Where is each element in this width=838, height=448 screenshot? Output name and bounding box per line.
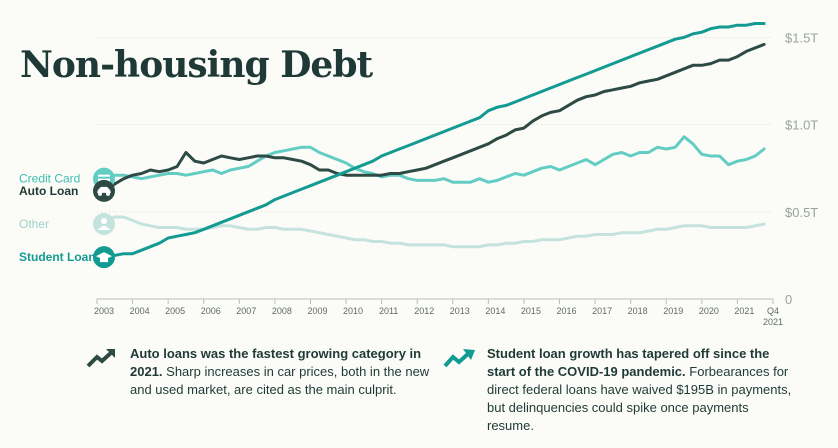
legend-item-other: Other: [19, 213, 115, 236]
y-axis-labels: 0 $0.5T $1.0T $1.5T: [785, 30, 818, 307]
series-lines: [95, 22, 766, 259]
trend-up-flat-icon: [443, 349, 475, 368]
note-auto-loans: Auto loans was the fastest growing categ…: [86, 345, 430, 399]
x-tick-label: 2005: [165, 306, 185, 316]
x-tick-label: 2014: [485, 306, 505, 316]
x-end-label-quarter: Q4: [767, 306, 779, 316]
x-axis: 2003 2004 2005 2006 2007 2008 2009 2010 2011 2012…: [94, 298, 783, 327]
series-line-auto-loan: [95, 42, 766, 193]
x-tick-label: 2004: [130, 306, 150, 316]
x-tick-label: 2016: [557, 306, 577, 316]
series-line-student-loan: [95, 22, 766, 259]
note-left-text: Sharp increases in car prices, both in t…: [130, 364, 430, 397]
person-body: [98, 226, 110, 231]
person-icon: [98, 218, 110, 231]
x-tick-label: 2009: [307, 306, 327, 316]
x-tick-label: 2011: [379, 306, 398, 316]
x-tick-label: 2018: [628, 306, 648, 316]
series-line-credit-card: [95, 135, 766, 184]
cap-base: [100, 258, 108, 263]
x-tick-label: 2008: [272, 306, 292, 316]
x-end-label-year: 2021: [763, 317, 783, 327]
chart-title: Non-housing Debt: [20, 44, 373, 86]
x-tick-label: 2010: [343, 306, 363, 316]
card-stripe: [98, 176, 110, 179]
car-body: [97, 186, 111, 193]
trend-up-icon: [86, 349, 115, 368]
x-tick-label: 2015: [521, 306, 541, 316]
x-tick-label: 2013: [450, 306, 470, 316]
y-tick-label: $0.5T: [785, 205, 818, 220]
x-tick-label: 2006: [201, 306, 221, 316]
note-right-text: Forbearances for direct federal loans ha…: [487, 364, 792, 433]
legend-label: Auto Loan: [19, 184, 78, 198]
note-left-bold: Auto loans was the fastest growing categ…: [130, 346, 422, 379]
x-tick-label: 2007: [236, 306, 256, 316]
person-head: [101, 218, 107, 225]
x-tick-label: 2020: [699, 306, 719, 316]
note-student-loans: Student loan growth has tapered off sinc…: [443, 345, 797, 435]
x-tick-label: 2003: [94, 306, 114, 316]
legend-label: Other: [19, 217, 49, 231]
legend-label: Credit Card: [19, 172, 80, 186]
y-tick-label: $1.5T: [785, 30, 818, 45]
y-tick-label: $1.0T: [785, 118, 818, 133]
car-wheel: [106, 191, 110, 196]
legend-item-auto-loan: Auto Loan: [19, 179, 115, 202]
x-tick-label: 2021: [734, 306, 754, 316]
note-right-bold: Student loan growth has tapered off sinc…: [487, 346, 770, 379]
y-gridlines: [97, 36, 773, 213]
legend-label: Student Loan: [19, 250, 96, 264]
car-icon: [97, 186, 111, 196]
graduation-cap-icon: [96, 252, 112, 263]
x-tick-label: 2017: [592, 306, 612, 316]
y-tick-label: 0: [785, 292, 792, 307]
legend-item-student-loan: Student Loan: [19, 246, 115, 269]
x-tick-label: 2012: [414, 306, 434, 316]
car-wheel: [98, 191, 102, 196]
x-tick-label: 2019: [663, 306, 683, 316]
